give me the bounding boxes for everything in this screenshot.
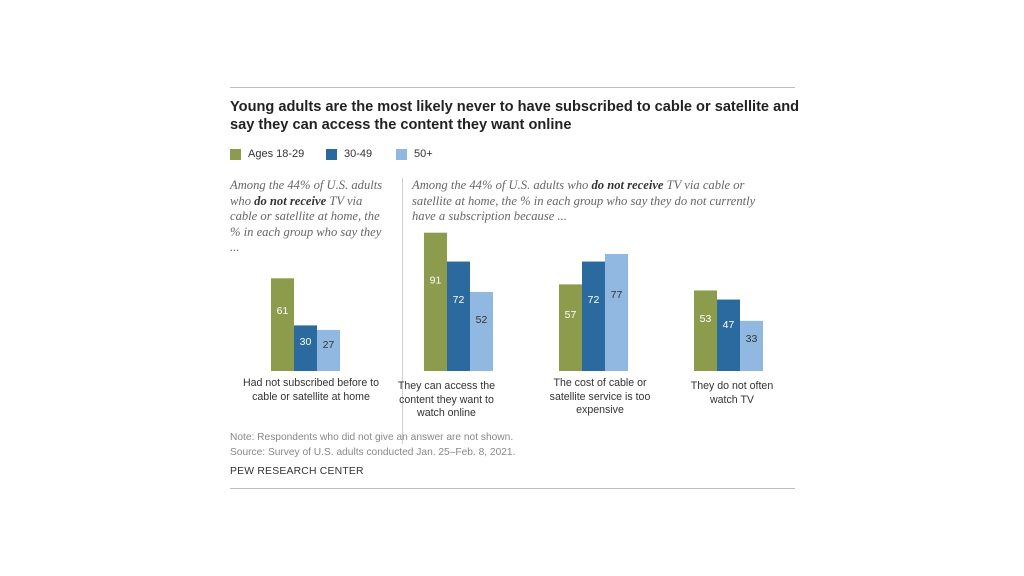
data-label-had-not-subscribed-30-49: 30 bbox=[300, 336, 312, 348]
data-label-cost-too-expensive-ages-18-29: 57 bbox=[565, 309, 577, 321]
data-label-access-content-online-30-49: 72 bbox=[453, 294, 465, 306]
bar-do-not-watch-tv-ages-18-29 bbox=[694, 290, 717, 371]
legend-swatch-50-plus bbox=[396, 148, 407, 160]
bar-access-content-online-50-plus bbox=[470, 291, 493, 371]
intro-left-bold: do not receive bbox=[254, 193, 327, 208]
data-label-had-not-subscribed-50-plus: 27 bbox=[323, 339, 335, 351]
data-label-do-not-watch-tv-50-plus: 33 bbox=[746, 333, 758, 345]
bar-cost-too-expensive-50-plus bbox=[605, 253, 628, 371]
bar-cost-too-expensive-ages-18-29 bbox=[559, 284, 582, 371]
data-label-had-not-subscribed-ages-18-29: 61 bbox=[277, 305, 289, 317]
bar-access-content-online-ages-18-29 bbox=[424, 232, 447, 371]
bar-do-not-watch-tv-50-plus bbox=[740, 320, 763, 371]
category-label-do-not-watch-tv: They do not often watch TV bbox=[690, 380, 774, 406]
bar-had-not-subscribed-30-49 bbox=[294, 325, 317, 371]
bar-do-not-watch-tv-30-49 bbox=[717, 299, 740, 371]
data-label-do-not-watch-tv-ages-18-29: 53 bbox=[700, 313, 712, 325]
intro-left-before: Among the 44% of U.S. adults who bbox=[230, 178, 383, 208]
legend-label-30-49: 30-49 bbox=[344, 148, 373, 160]
legend-label-50-plus: 50+ bbox=[414, 148, 433, 160]
legend-label-ages-18-29: Ages 18-29 bbox=[248, 148, 305, 160]
panel-divider bbox=[402, 178, 403, 444]
data-label-do-not-watch-tv-30-49: 47 bbox=[723, 319, 735, 331]
intro-right: Among the 44% of U.S. adults who do not … bbox=[412, 178, 777, 225]
legend-item-ages-18-29: Ages 18-29 bbox=[230, 148, 304, 160]
intro-right-bold: do not receive bbox=[591, 178, 664, 192]
category-label-access-content-online: They can access the content they want to… bbox=[397, 380, 496, 420]
legend-swatch-ages-18-29 bbox=[230, 148, 241, 160]
brand-name: PEW RESEARCH CENTER bbox=[230, 466, 364, 477]
data-label-cost-too-expensive-30-49: 72 bbox=[588, 294, 600, 306]
bar-had-not-subscribed-ages-18-29 bbox=[271, 278, 294, 371]
top-rule bbox=[230, 87, 795, 88]
intro-right-after: TV via cable or satellite at home, the %… bbox=[412, 178, 756, 224]
source: Source: Survey of U.S. adults conducted … bbox=[230, 447, 516, 458]
legend-swatch-30-49 bbox=[326, 148, 337, 160]
bar-cost-too-expensive-30-49 bbox=[582, 261, 605, 371]
note: Note: Respondents who did not give an an… bbox=[230, 432, 514, 443]
intro-left-after: TV via cable or satellite at home, the %… bbox=[230, 193, 382, 255]
data-label-access-content-online-50-plus: 52 bbox=[476, 314, 488, 326]
legend-item-50-plus: 50+ bbox=[396, 148, 433, 160]
intro-right-before: Among the 44% of U.S. adults who bbox=[412, 178, 592, 192]
intro-left: Among the 44% of U.S. adults who do not … bbox=[230, 178, 390, 256]
category-label-cost-too-expensive: The cost of cable or satellite service i… bbox=[549, 377, 651, 417]
bar-access-content-online-30-49 bbox=[447, 261, 470, 371]
bottom-rule bbox=[230, 488, 795, 489]
legend-item-30-49: 30-49 bbox=[326, 148, 372, 160]
chart-title: Young adults are the most likely never t… bbox=[230, 99, 800, 133]
bar-had-not-subscribed-50-plus bbox=[317, 329, 340, 371]
category-label-had-not-subscribed: Had not subscribed before to cable or sa… bbox=[242, 377, 380, 403]
data-label-access-content-online-ages-18-29: 91 bbox=[430, 275, 442, 287]
data-label-cost-too-expensive-50-plus: 77 bbox=[611, 289, 623, 301]
